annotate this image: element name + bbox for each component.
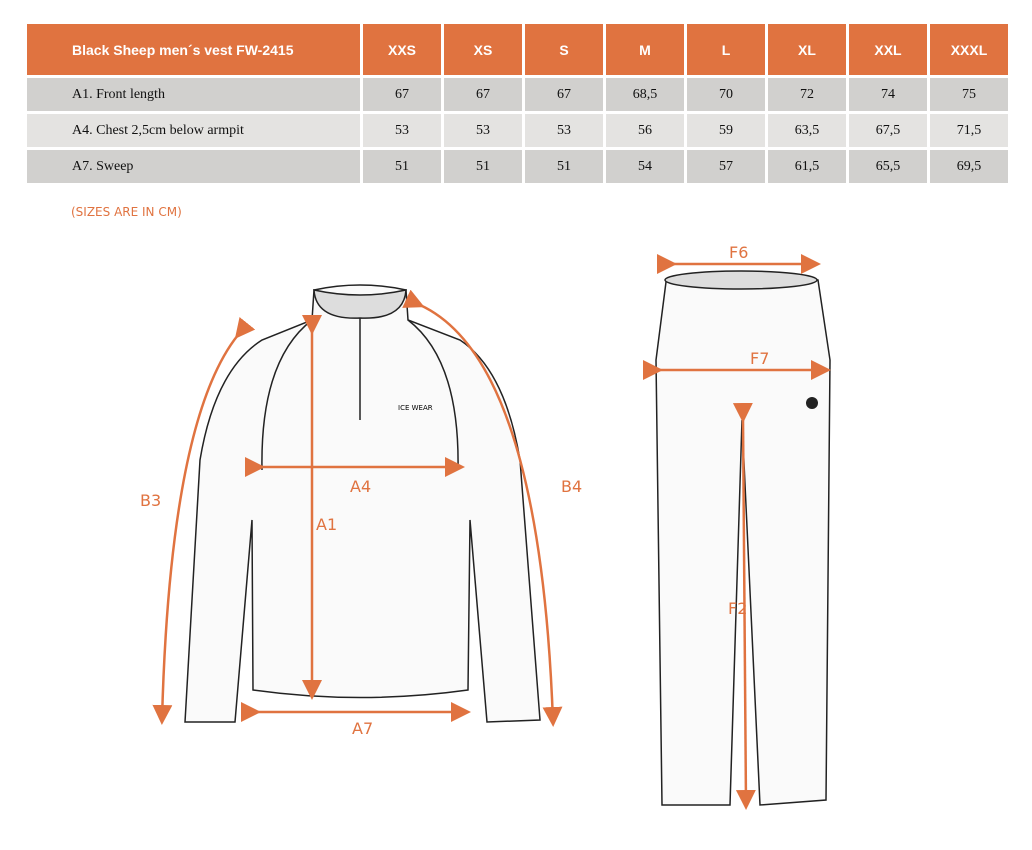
label-f2: F2	[728, 599, 747, 618]
size-header: XXL	[849, 24, 927, 75]
units-note: (SIZES ARE IN CM)	[71, 205, 182, 219]
table-row: A1. Front length 67 67 67 68,5 70 72 74 75	[27, 78, 1008, 111]
table-row: A7. Sweep 51 51 51 54 57 61,5 65,5 69,5	[27, 150, 1008, 183]
cell-value: 57	[687, 150, 765, 183]
arrow-b4	[402, 289, 563, 727]
cell-value: 56	[606, 114, 684, 147]
label-f6: F6	[729, 243, 748, 262]
row-label: A4. Chest 2,5cm below armpit	[27, 114, 360, 147]
cell-value: 67,5	[849, 114, 927, 147]
cell-value: 74	[849, 78, 927, 111]
cell-value: 71,5	[930, 114, 1008, 147]
shirt-drawing	[184, 284, 541, 723]
label-a1: A1	[316, 515, 337, 534]
cell-value: 51	[525, 150, 603, 183]
cell-value: 54	[606, 150, 684, 183]
row-label: A7. Sweep	[27, 150, 360, 183]
label-b4: B4	[561, 477, 582, 496]
cell-value: 51	[363, 150, 441, 183]
label-f7: F7	[750, 349, 769, 368]
size-header: M	[606, 24, 684, 75]
cell-value: 59	[687, 114, 765, 147]
label-a4: A4	[350, 477, 371, 496]
table-title: Black Sheep men´s vest FW-2415	[27, 24, 360, 75]
cell-value: 53	[444, 114, 522, 147]
cell-value: 70	[687, 78, 765, 111]
header-row: Black Sheep men´s vest FW-2415 XXS XS S …	[27, 24, 1008, 75]
cell-value: 65,5	[849, 150, 927, 183]
cell-value: 53	[525, 114, 603, 147]
measure-arrows	[152, 254, 831, 810]
arrow-f2	[732, 402, 756, 810]
cell-value: 69,5	[930, 150, 1008, 183]
arrow-b3	[152, 317, 256, 725]
cell-value: 61,5	[768, 150, 846, 183]
cell-value: 63,5	[768, 114, 846, 147]
logo-text: ICE WEAR	[398, 404, 433, 412]
logo-icon	[806, 397, 818, 409]
cell-value: 67	[363, 78, 441, 111]
size-header: XS	[444, 24, 522, 75]
cell-value: 67	[525, 78, 603, 111]
row-label: A1. Front length	[27, 78, 360, 111]
size-header: XXS	[363, 24, 441, 75]
size-header: XXXL	[930, 24, 1008, 75]
table-row: A4. Chest 2,5cm below armpit 53 53 53 56 59 63…	[27, 114, 1008, 147]
label-a7: A7	[352, 719, 373, 738]
label-b3: B3	[140, 491, 161, 510]
cell-value: 75	[930, 78, 1008, 111]
size-table: Black Sheep men´s vest FW-2415 XXS XS S …	[24, 21, 1011, 186]
cell-value: 51	[444, 150, 522, 183]
cell-value: 53	[363, 114, 441, 147]
size-header: XL	[768, 24, 846, 75]
size-header: S	[525, 24, 603, 75]
cell-value: 72	[768, 78, 846, 111]
cell-value: 67	[444, 78, 522, 111]
size-header: L	[687, 24, 765, 75]
cell-value: 68,5	[606, 78, 684, 111]
